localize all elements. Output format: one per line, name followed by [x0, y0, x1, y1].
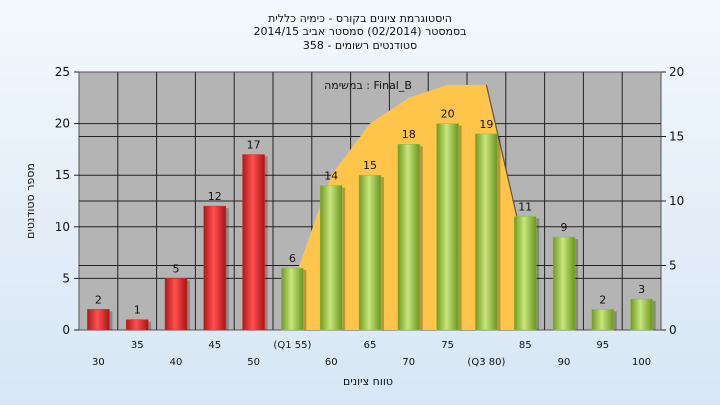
legend-label: במשימה : Final_B: [324, 79, 412, 92]
x-tick-label: 60: [325, 357, 338, 368]
x-tick-label: 90: [558, 357, 571, 368]
bar-rect: [397, 143, 421, 331]
bar-rect: [281, 267, 304, 331]
y2-tick-label: 0: [669, 323, 677, 337]
chart-title-line-3: סטודנטים רשומים - 358: [302, 39, 418, 52]
x-tick-label: 45: [208, 340, 221, 351]
bar-rect: [475, 133, 498, 331]
x-axis-title: טווח ציונים: [343, 375, 393, 388]
x-axis-ticks: 30 35 40 45 50 (Q1 55) 60 65 70 75 (Q3 80) 85 90 95 10…: [92, 340, 651, 368]
y2-tick-label: 10: [669, 194, 684, 208]
bar-rect: [319, 185, 343, 331]
data-label: 20: [441, 108, 455, 121]
x-tick-label: 70: [402, 357, 415, 368]
x-tick-label: 35: [131, 340, 144, 351]
bar-rect: [436, 123, 459, 331]
x-tick-label: 85: [519, 340, 532, 351]
y2-axis-ticks: 0 5 10 15 20: [661, 65, 684, 337]
x-tick-label: 40: [170, 357, 183, 368]
bar-(Q3 80): [475, 133, 501, 331]
data-label: 15: [363, 159, 377, 172]
bar-60: [319, 185, 346, 331]
bars: [87, 123, 656, 331]
bar-90: [552, 236, 578, 331]
bar-rect: [203, 205, 227, 331]
bar-rect: [164, 278, 188, 331]
y2-tick-label: 20: [669, 65, 684, 79]
bar-rect: [513, 216, 537, 331]
y-tick-label: 20: [55, 117, 70, 131]
y-axis-title: מספר סטודנטים: [24, 163, 37, 239]
data-label: 3: [638, 283, 645, 296]
x-tick-label: 75: [441, 340, 454, 351]
y-tick-label: 5: [62, 271, 70, 285]
chart-title-line-2: בסמסטר (02/2014) סמסטר אביב 2014/15: [253, 25, 467, 38]
data-label: 12: [208, 190, 222, 203]
y2-tick-label: 5: [669, 259, 677, 273]
x-tick-label: 65: [364, 340, 377, 351]
y-tick-label: 0: [62, 323, 70, 337]
x-tick-label: (Q3 80): [467, 357, 505, 368]
data-label: 5: [173, 262, 180, 275]
bar-95: [591, 309, 617, 331]
x-tick-label: 100: [632, 357, 651, 368]
bar-40: [164, 278, 190, 331]
y-tick-label: 25: [55, 65, 70, 79]
bar-70: [397, 143, 423, 331]
x-tick-label: 95: [596, 340, 609, 351]
bar-50: [242, 154, 268, 331]
y-tick-label: 15: [55, 168, 70, 182]
data-label: 2: [95, 293, 102, 306]
x-tick-label: (Q1 55): [273, 340, 311, 351]
bar-100: [630, 298, 656, 331]
bar-rect: [591, 309, 615, 331]
bar-rect: [125, 319, 149, 331]
bar-35: [125, 319, 152, 331]
data-label: 9: [561, 221, 568, 234]
bar-30: [87, 309, 113, 331]
data-label: 17: [247, 139, 261, 152]
data-label: 14: [324, 170, 338, 183]
data-label: 2: [599, 293, 606, 306]
data-label: 1: [134, 304, 141, 317]
bar-65: [358, 174, 384, 331]
data-label: 19: [479, 118, 493, 131]
x-tick-label: 50: [247, 357, 260, 368]
data-label: 18: [402, 128, 416, 141]
bar-rect: [242, 154, 265, 331]
bar-rect: [630, 298, 653, 331]
data-label: 6: [289, 252, 296, 265]
data-label: 11: [518, 200, 532, 213]
y-tick-label: 10: [55, 220, 70, 234]
bar-rect: [552, 236, 576, 331]
x-tick-label: 30: [92, 357, 105, 368]
bar-45: [203, 205, 229, 331]
bar-85: [513, 216, 540, 331]
bar-rect: [358, 174, 382, 331]
bar-75: [436, 123, 462, 331]
chart-title-line-1: היסטוגרמת ציונים בקורס - כימיה כללית: [268, 12, 452, 25]
bar-(Q1 55): [281, 267, 307, 331]
y2-tick-label: 15: [669, 130, 684, 144]
bar-rect: [87, 309, 110, 331]
y-axis-ticks: 0 5 10 15 20 25: [55, 65, 79, 337]
